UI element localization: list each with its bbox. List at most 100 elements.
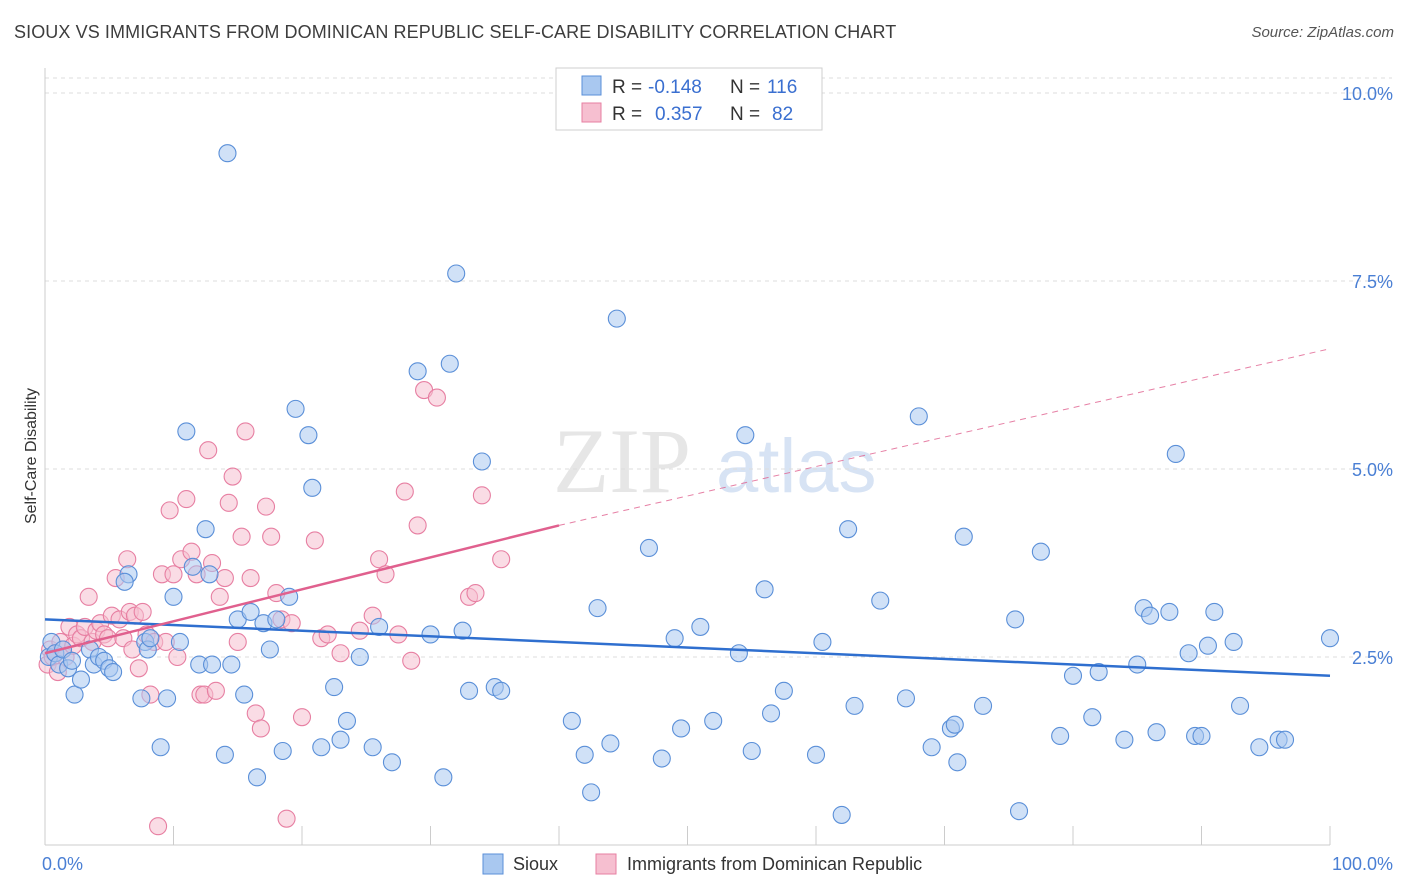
sioux-point <box>203 655 222 674</box>
sioux-point <box>382 753 402 772</box>
sioux-point <box>453 621 472 640</box>
sioux-point <box>1147 723 1166 742</box>
dominican-point <box>277 809 296 828</box>
legend-r-value-sioux: -0.148 <box>648 77 702 98</box>
dominican-point <box>215 569 234 588</box>
dominican-point <box>292 708 312 727</box>
sioux-point <box>158 689 177 708</box>
sioux-point <box>1063 666 1083 685</box>
sioux-point <box>218 144 237 163</box>
dominican-point <box>305 531 324 550</box>
sioux-point <box>1205 602 1224 621</box>
sioux-point <box>62 651 82 670</box>
bottom-legend-swatch-sioux <box>482 853 504 875</box>
axes: 2.5% 5.0% 7.5% 10.0% 0.0% 100.0% <box>42 68 1393 874</box>
sioux-point <box>755 580 774 599</box>
legend-n-label-sioux: N = <box>730 77 760 98</box>
sioux-point <box>71 670 91 689</box>
sioux-point <box>1141 606 1160 625</box>
dominican-point <box>370 550 389 569</box>
sioux-point <box>588 599 607 618</box>
sioux-point <box>235 685 254 704</box>
dominican-point <box>408 516 427 535</box>
sioux-point <box>170 632 189 652</box>
sioux-point <box>200 565 219 584</box>
sioux-point <box>286 399 305 418</box>
dominican-point <box>395 482 414 501</box>
sioux-point <box>639 538 659 558</box>
legend-r-label-sioux: R = <box>612 77 642 98</box>
sioux-point <box>922 738 941 757</box>
y-tick-label: 2.5% <box>1352 648 1393 668</box>
sioux-point <box>132 689 151 708</box>
sioux-point <box>1009 802 1029 821</box>
sioux-point <box>954 527 973 546</box>
sioux-point <box>247 768 267 787</box>
sioux-point <box>729 644 748 663</box>
sioux-trend-line <box>44 618 1331 678</box>
sioux-point <box>177 422 196 441</box>
sioux-point <box>434 768 453 787</box>
dominican-point <box>164 565 183 584</box>
bottom-legend-swatch-dominican <box>595 853 617 875</box>
dominican-point <box>472 486 491 505</box>
sioux-point <box>222 655 241 674</box>
sioux-point <box>871 591 890 610</box>
dominican-point <box>241 569 260 588</box>
sioux-point <box>440 354 459 373</box>
dominican-point <box>206 681 225 700</box>
sioux-point <box>350 647 369 667</box>
sioux-point <box>761 704 781 723</box>
sioux-point <box>736 426 755 445</box>
sioux-point <box>303 478 322 497</box>
sioux-point <box>813 632 832 652</box>
sioux-point <box>582 783 601 802</box>
dominican-point <box>79 587 98 606</box>
dominican-point <box>427 388 446 407</box>
sioux-point <box>459 681 479 700</box>
sioux-point <box>492 681 511 700</box>
dominican-point <box>466 584 485 603</box>
legend-swatch-sioux <box>581 75 602 96</box>
sioux-point <box>1231 696 1250 715</box>
dominican-point <box>350 621 369 640</box>
sioux-point <box>1051 726 1070 746</box>
legend-n-label-dominican: N = <box>730 104 760 125</box>
x-tick-label-min: 0.0% <box>42 854 83 874</box>
sioux-point <box>1031 542 1050 561</box>
sioux-point <box>299 426 318 445</box>
bottom-legend-label-dominican: Immigrants from Dominican Republic <box>627 854 922 874</box>
bottom-legend: Sioux Immigrants from Dominican Republic <box>482 853 922 875</box>
sioux-point <box>183 557 202 576</box>
dominican-point <box>402 651 421 670</box>
sioux-point <box>363 738 382 757</box>
sioux-point <box>845 696 864 715</box>
y-tick-label: 10.0% <box>1342 84 1393 104</box>
sioux-point <box>312 738 331 757</box>
sioux-point <box>1320 629 1340 648</box>
legend-swatch-dominican <box>581 102 602 123</box>
dominican-point <box>262 527 281 546</box>
sioux-point <box>691 617 710 636</box>
sioux-point <box>945 715 964 734</box>
sioux-point <box>421 625 440 644</box>
sioux-point <box>672 719 691 738</box>
y-tick-label: 5.0% <box>1352 460 1393 480</box>
sioux-point <box>1006 610 1025 629</box>
dominican-point <box>223 467 242 486</box>
dominican-point <box>236 422 255 441</box>
sioux-point <box>1089 662 1108 682</box>
dominican-point <box>219 493 238 512</box>
sioux-point <box>115 572 134 591</box>
sioux-point <box>370 617 389 636</box>
sioux-point <box>447 264 466 283</box>
sioux-point <box>562 711 581 730</box>
sioux-point <box>1275 730 1295 749</box>
sioux-point <box>832 805 851 824</box>
chart-source: Source: ZipAtlas.com <box>1251 24 1394 41</box>
dominican-point <box>182 542 201 561</box>
dominican-point <box>118 550 137 569</box>
sioux-point <box>1128 655 1147 674</box>
sioux-point <box>1250 738 1269 757</box>
y-tick-label: 7.5% <box>1352 272 1393 292</box>
